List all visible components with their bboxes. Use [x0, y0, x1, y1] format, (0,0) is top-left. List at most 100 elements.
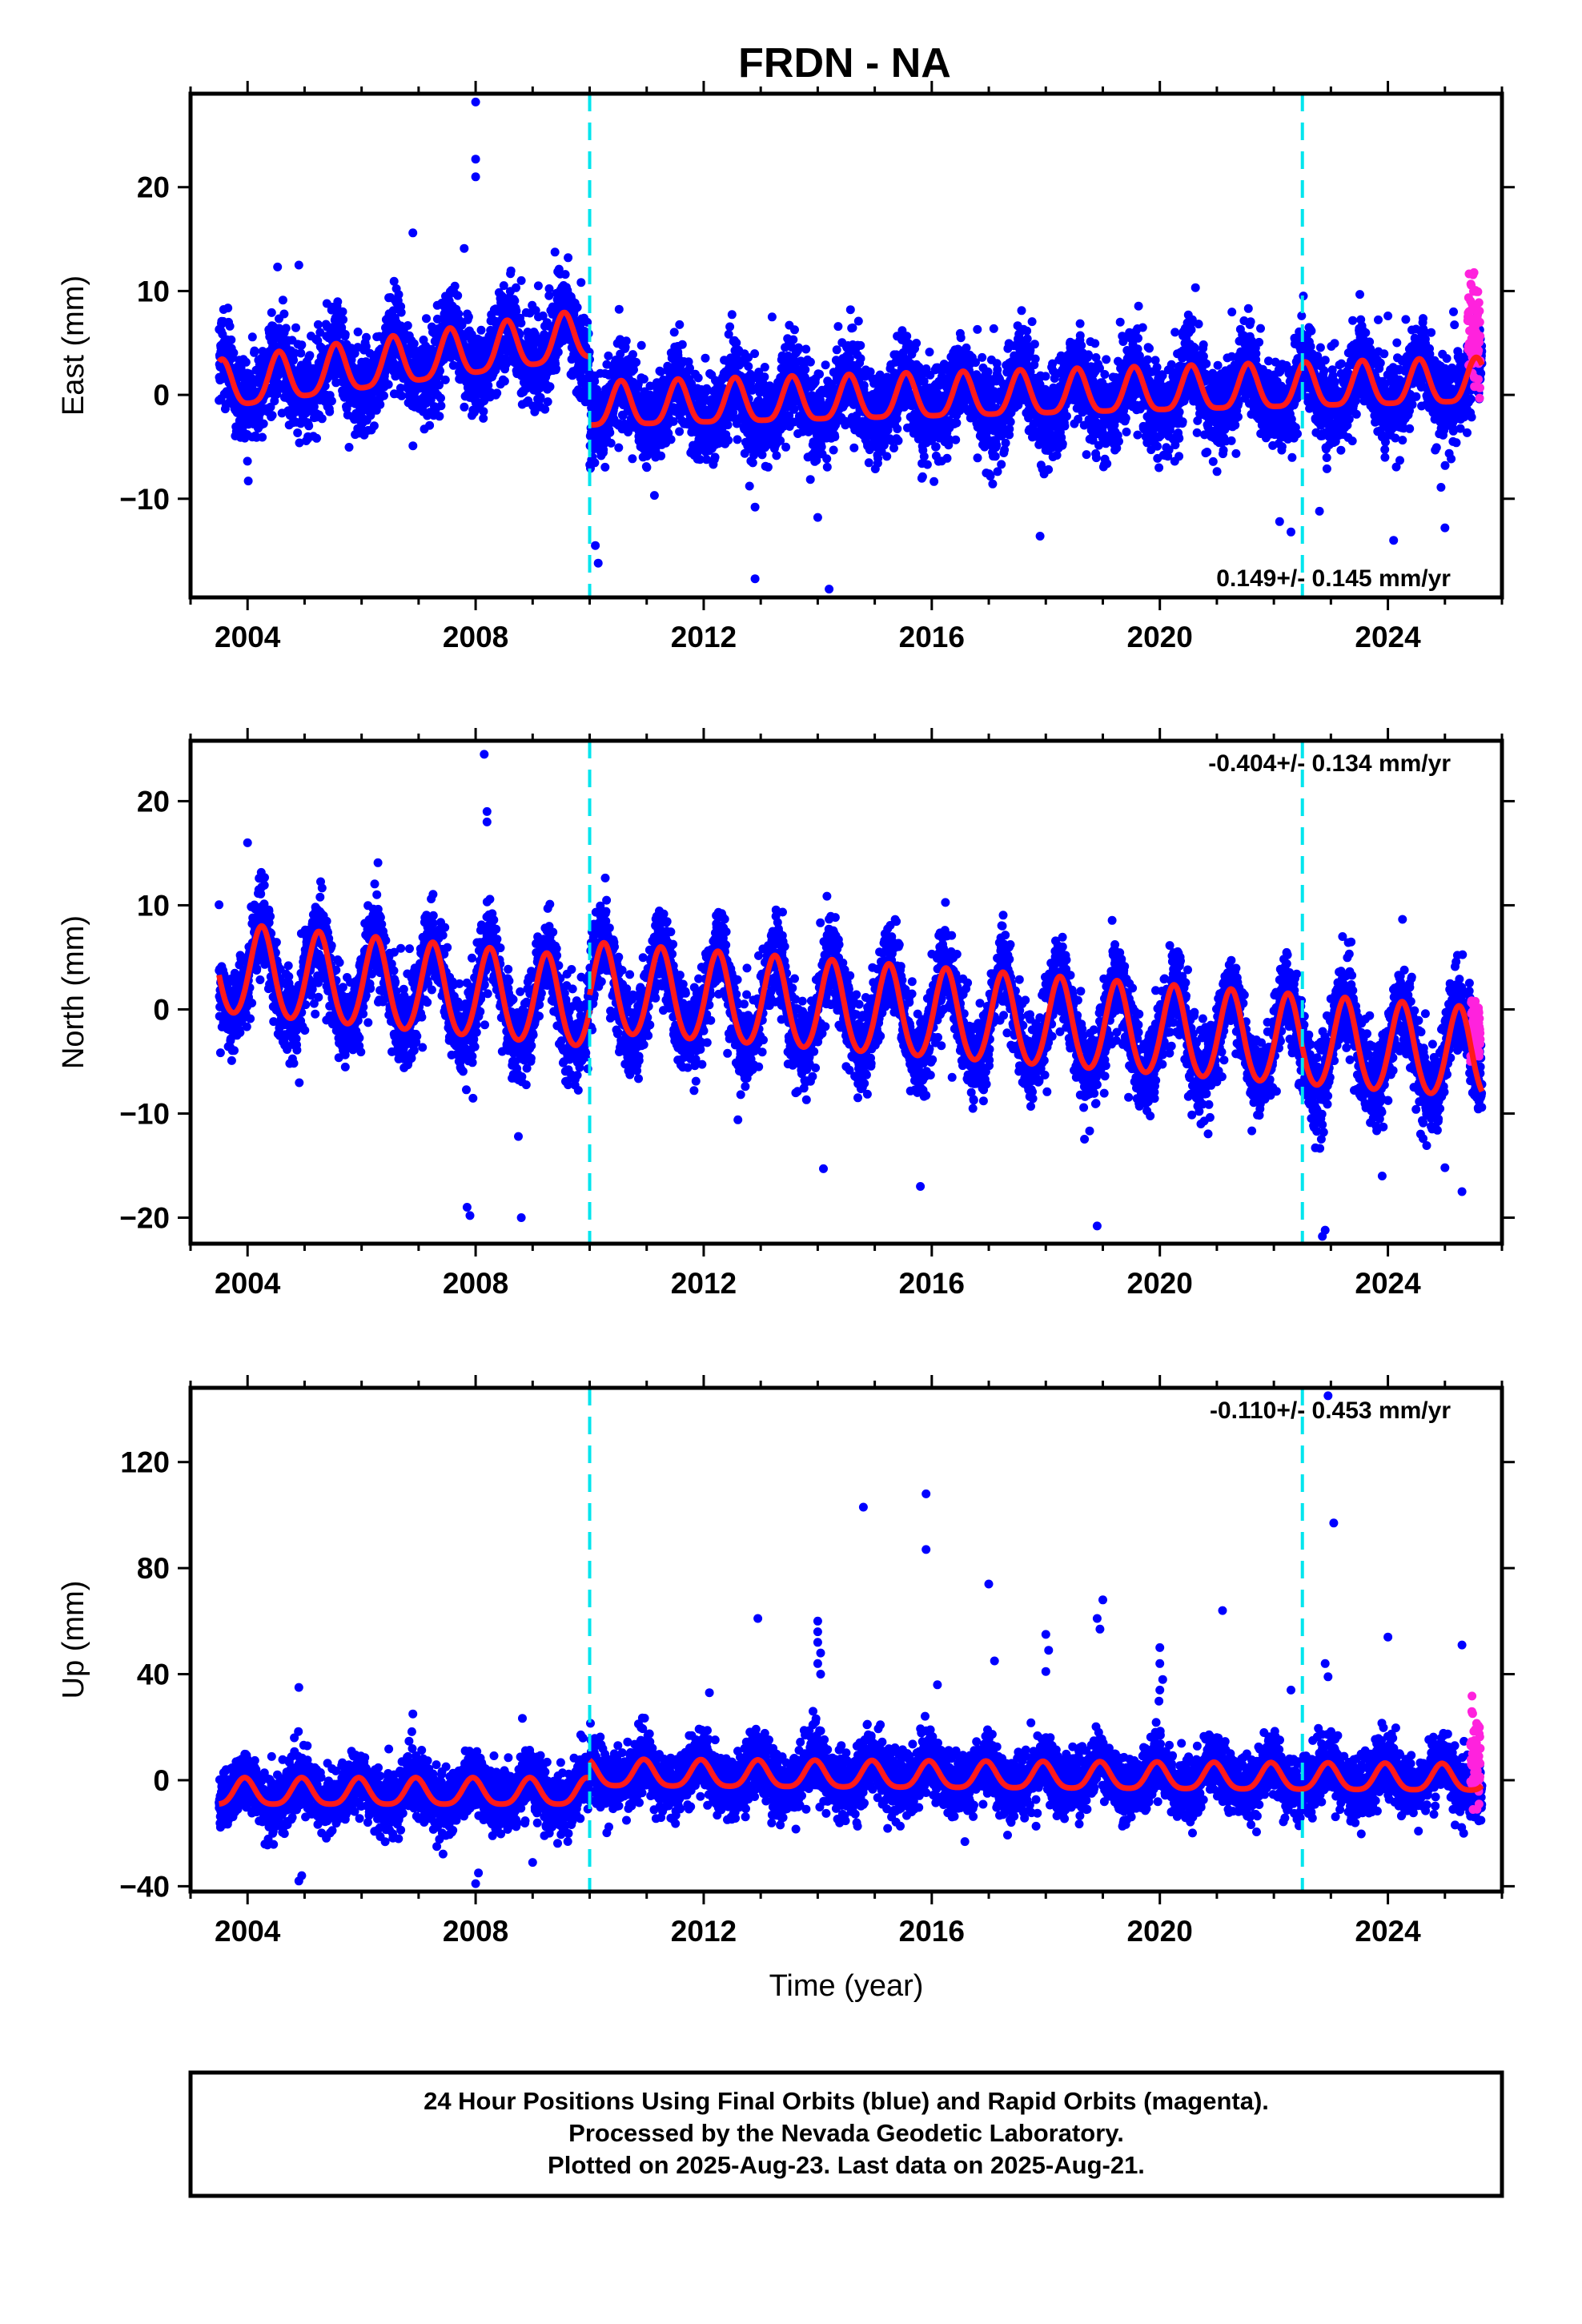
- outlier-point: [750, 574, 760, 584]
- outlier-point: [482, 806, 492, 816]
- outlier-point: [813, 1627, 822, 1637]
- x-tick-label: 2004: [215, 621, 281, 653]
- outlier-point: [1155, 1642, 1165, 1652]
- up-panel: 2004 2008 2012 2016 2020 2024 −40 0 40 80 120 Up (m…: [57, 1375, 1515, 2003]
- x-tick-label: 2012: [671, 1267, 737, 1300]
- x-tick-label: 2024: [1355, 1267, 1421, 1300]
- x-tick-label: 2012: [671, 1915, 737, 1948]
- x-tick-label: 2004: [215, 1915, 281, 1948]
- x-tick-label: 2008: [443, 1915, 508, 1948]
- y-tick-label: 0: [153, 379, 170, 412]
- data-layer: [215, 1391, 1487, 1888]
- outlier-point: [471, 155, 480, 164]
- outlier-point: [1092, 1614, 1102, 1623]
- y-tick-label: 0: [153, 993, 170, 1026]
- y-axis-label: North (mm): [57, 915, 90, 1069]
- x-tick-label: 2016: [899, 1267, 965, 1300]
- y-tick-label: −10: [119, 483, 170, 516]
- y-tick-label: 80: [137, 1552, 170, 1585]
- outlier-point: [816, 1648, 825, 1658]
- outlier-point: [921, 1489, 931, 1498]
- y-axis-label: Up (mm): [57, 1581, 90, 1699]
- outlier-point: [1035, 532, 1045, 541]
- outlier-point: [813, 1616, 822, 1626]
- outlier-point: [1457, 1640, 1467, 1650]
- outlier-point: [813, 1659, 822, 1668]
- outlier-point: [516, 1213, 526, 1222]
- outlier-point: [733, 1115, 743, 1124]
- outlier-point: [813, 513, 822, 522]
- outlier-point: [1323, 1672, 1333, 1682]
- y-tick-label: −40: [119, 1870, 170, 1903]
- x-tick-label: 2016: [899, 1915, 965, 1948]
- y-axis-label: East (mm): [57, 275, 90, 416]
- x-tick-label: 2004: [215, 1267, 281, 1300]
- outlier-point: [1098, 1595, 1107, 1605]
- outlier-point: [226, 1036, 235, 1045]
- x-axis-label: Time (year): [769, 1969, 924, 2003]
- outlier-point: [858, 1502, 868, 1512]
- x-tick-label: 2020: [1127, 621, 1193, 653]
- outlier-point: [482, 817, 492, 826]
- outlier-point: [474, 1868, 484, 1878]
- velocity-label: -0.404+/- 0.134 mm/yr: [1208, 750, 1451, 777]
- x-tick-label: 2008: [443, 1267, 508, 1300]
- y-tick-label: −20: [119, 1201, 170, 1234]
- outlier-point: [1440, 523, 1450, 533]
- outlier-point: [750, 502, 760, 512]
- outlier-point: [471, 172, 480, 182]
- y-tick-label: 20: [137, 785, 170, 818]
- data-layer: [215, 750, 1487, 1241]
- outlier-point: [528, 1858, 537, 1868]
- plot-frame: [188, 1385, 1504, 1894]
- outlier-point: [1287, 527, 1295, 537]
- outlier-point: [813, 1638, 822, 1647]
- outlier-point: [819, 1164, 828, 1173]
- x-tick-label: 2024: [1355, 621, 1421, 653]
- outlier-point: [1218, 1606, 1227, 1615]
- outlier-point: [816, 1670, 825, 1679]
- outlier-point: [533, 281, 543, 291]
- outlier-point: [471, 1879, 480, 1888]
- model-fit-line: [216, 1775, 592, 1807]
- rapid-orbit-points: [1466, 996, 1485, 1066]
- outlier-point: [243, 838, 252, 847]
- model-fit-line: [587, 354, 1485, 428]
- outlier-point: [408, 228, 418, 238]
- outlier-point: [294, 1683, 303, 1692]
- outlier-point: [825, 585, 834, 594]
- outlier-point: [984, 1579, 994, 1589]
- y-tick-label: 40: [137, 1659, 170, 1691]
- model-fit-line: [587, 939, 1485, 1096]
- y-tick-label: 10: [137, 275, 170, 308]
- outlier-point: [471, 97, 480, 107]
- model-fit-line: [587, 1756, 1484, 1793]
- outlier-point: [933, 1680, 942, 1690]
- outlier-point: [990, 1656, 999, 1666]
- outlier-point: [1155, 1659, 1165, 1668]
- outlier-point: [916, 1182, 926, 1191]
- y-tick-label: 120: [120, 1446, 170, 1479]
- x-tick-label: 2012: [671, 621, 737, 653]
- outlier-point: [460, 243, 469, 253]
- outlier-point: [516, 275, 526, 285]
- outlier-points: [294, 97, 1458, 594]
- outlier-point: [465, 1211, 475, 1220]
- outlier-point: [1318, 1232, 1327, 1241]
- east-panel: 2004 2008 2012 2016 2020 2024 −10 0 10 20 East (mm…: [57, 81, 1515, 653]
- outlier-point: [767, 312, 777, 322]
- caption-box: 24 Hour Positions Using Final Orbits (bl…: [188, 2070, 1504, 2198]
- outlier-point: [1389, 536, 1399, 545]
- outlier-point: [1041, 1630, 1050, 1639]
- outlier-point: [1320, 1659, 1330, 1668]
- caption-line-2: Processed by the Nevada Geodetic Laborat…: [568, 2119, 1124, 2147]
- y-tick-label: 20: [137, 171, 170, 204]
- outlier-point: [297, 1871, 307, 1880]
- y-tick-label: 10: [137, 889, 170, 922]
- model-fit-line: [216, 923, 592, 1048]
- outlier-point: [294, 260, 303, 270]
- x-tick-label: 2008: [443, 621, 508, 653]
- x-tick-label: 2020: [1127, 1267, 1193, 1300]
- x-tick-label: 2020: [1127, 1915, 1193, 1948]
- outlier-point: [705, 1688, 714, 1698]
